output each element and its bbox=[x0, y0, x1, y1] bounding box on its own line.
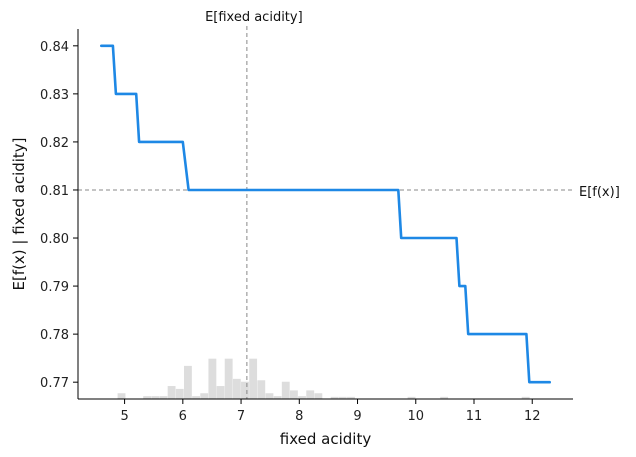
histogram-bar bbox=[521, 396, 530, 399]
expected-prediction-label: E[f(x)] bbox=[579, 185, 620, 200]
histogram-bar bbox=[407, 396, 416, 399]
histogram-bar bbox=[183, 365, 192, 399]
histogram-bar bbox=[249, 358, 258, 399]
x-tick-label: 9 bbox=[353, 409, 361, 424]
x-tick-label: 7 bbox=[237, 409, 245, 424]
histogram-bar bbox=[306, 390, 315, 399]
y-tick-label: 0.82 bbox=[40, 136, 69, 151]
x-tick-label: 6 bbox=[179, 409, 187, 424]
histogram-bar bbox=[200, 393, 209, 399]
histogram-bar bbox=[338, 396, 347, 399]
histogram-bar bbox=[216, 386, 225, 399]
histogram-bar bbox=[159, 396, 168, 399]
histogram-bar bbox=[314, 393, 323, 399]
x-tick-label: 8 bbox=[295, 409, 303, 424]
x-tick-label: 12 bbox=[524, 409, 541, 424]
histogram-bar bbox=[281, 381, 290, 399]
y-tick-label: 0.77 bbox=[40, 376, 69, 391]
histogram-bar bbox=[117, 393, 126, 399]
y-tick-label: 0.80 bbox=[40, 232, 69, 247]
y-tick-label: 0.81 bbox=[40, 184, 69, 199]
feature-histogram bbox=[117, 358, 530, 399]
histogram-bar bbox=[330, 396, 339, 399]
x-axis-title: fixed acidity bbox=[280, 430, 372, 448]
histogram-bar bbox=[232, 378, 241, 399]
x-axis-ticks: 5 6 7 8 9 10 11 12 bbox=[120, 399, 541, 424]
y-tick-label: 0.83 bbox=[40, 88, 69, 103]
histogram-bar bbox=[440, 396, 449, 399]
x-tick-label: 10 bbox=[407, 409, 424, 424]
x-tick-label: 5 bbox=[120, 409, 128, 424]
expected-feature-label: E[fixed acidity] bbox=[205, 10, 303, 25]
x-tick-label: 11 bbox=[466, 409, 483, 424]
histogram-bar bbox=[167, 386, 176, 399]
y-axis-ticks: 0.77 0.78 0.79 0.80 0.81 0.82 0.83 0.84 bbox=[40, 40, 78, 391]
histogram-bar bbox=[175, 388, 184, 399]
histogram-bar bbox=[241, 381, 249, 399]
histogram-bar bbox=[143, 396, 152, 399]
y-tick-label: 0.84 bbox=[40, 40, 69, 55]
histogram-bar bbox=[347, 396, 355, 399]
histogram-bar bbox=[257, 380, 266, 399]
histogram-bar bbox=[224, 358, 233, 399]
y-tick-label: 0.78 bbox=[40, 328, 69, 343]
histogram-bar bbox=[298, 396, 306, 399]
histogram-bar bbox=[208, 358, 217, 399]
y-tick-label: 0.79 bbox=[40, 280, 69, 295]
histogram-bar bbox=[192, 396, 200, 399]
histogram-bar bbox=[273, 396, 282, 399]
histogram-bar bbox=[289, 390, 298, 399]
histogram-bar bbox=[151, 396, 160, 399]
histogram-bar bbox=[265, 393, 274, 399]
y-axis-title: E[f(x) | fixed acidity] bbox=[10, 137, 28, 290]
partial-dependence-line bbox=[100, 44, 552, 384]
